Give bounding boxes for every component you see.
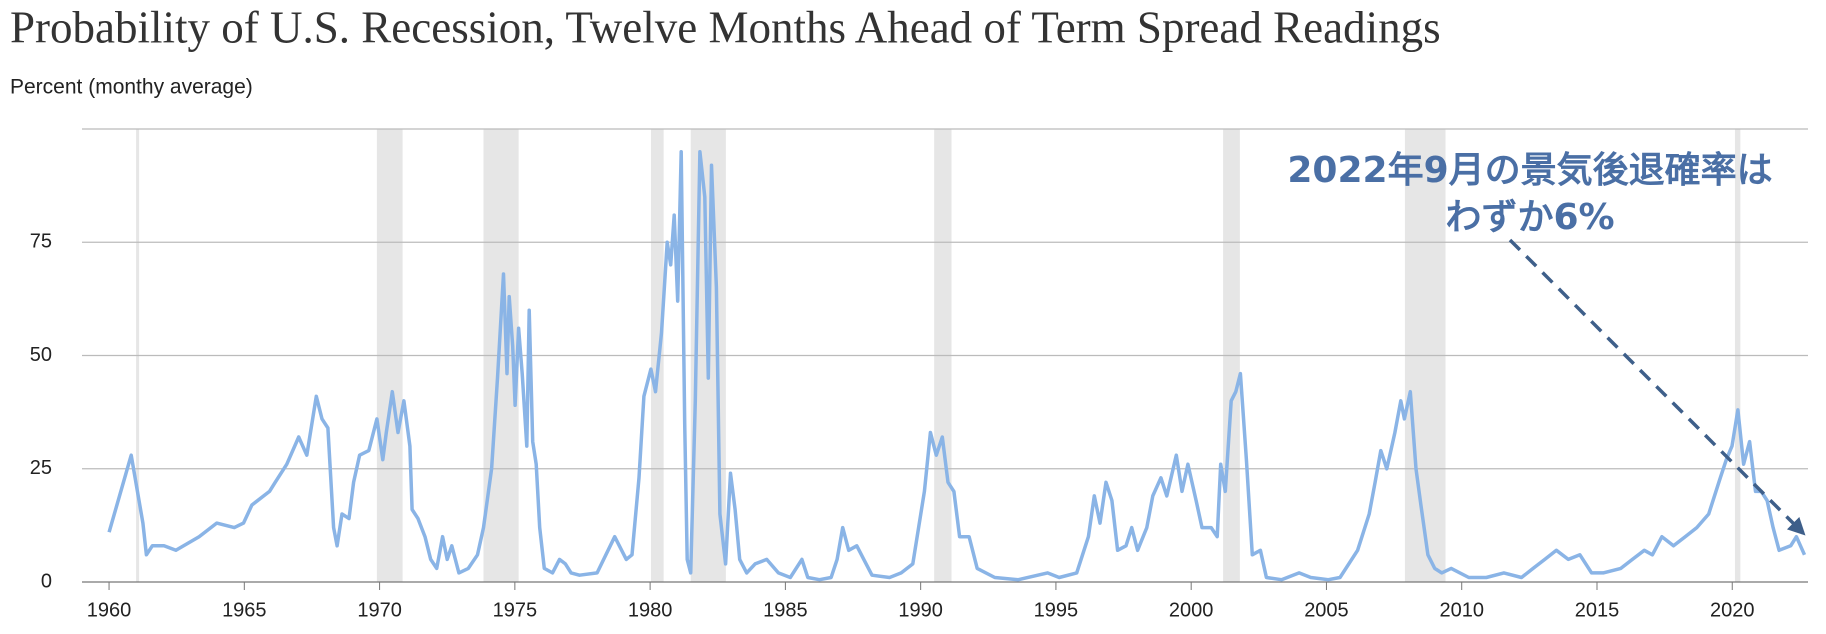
- x-tick-label: 1980: [628, 599, 673, 621]
- x-tick-label: 2000: [1169, 599, 1214, 621]
- x-tick-label: 1990: [898, 599, 943, 621]
- annotation: わずか6%: [1445, 197, 1614, 238]
- x-tick-label: 2010: [1439, 599, 1484, 621]
- annotation: 2022年9月の景気後退確率は: [1287, 150, 1772, 191]
- y-tick-label: 75: [30, 231, 52, 253]
- x-tick-label: 1985: [763, 599, 808, 621]
- y-tick-label: 25: [30, 457, 52, 479]
- y-tick-label: 0: [41, 570, 52, 592]
- x-tick-label: 1995: [1034, 599, 1079, 621]
- x-tick-label: 1965: [222, 599, 267, 621]
- x-tick-label: 2020: [1710, 599, 1755, 621]
- line-series: [107, 149, 1807, 582]
- chart-title: Probability of U.S. Recession, Twelve Mo…: [10, 2, 1441, 52]
- x-tick-label: 1960: [87, 599, 132, 621]
- x-tick-label: 1970: [357, 599, 402, 621]
- annotation-arrow: [1508, 238, 1806, 536]
- x-tick-label: 2005: [1304, 599, 1349, 621]
- y-tick-label: 50: [30, 344, 52, 366]
- x-tick-label: 1975: [493, 599, 538, 621]
- subtitle: Percent (monthy average): [10, 76, 253, 99]
- x-tick-label: 2015: [1575, 599, 1620, 621]
